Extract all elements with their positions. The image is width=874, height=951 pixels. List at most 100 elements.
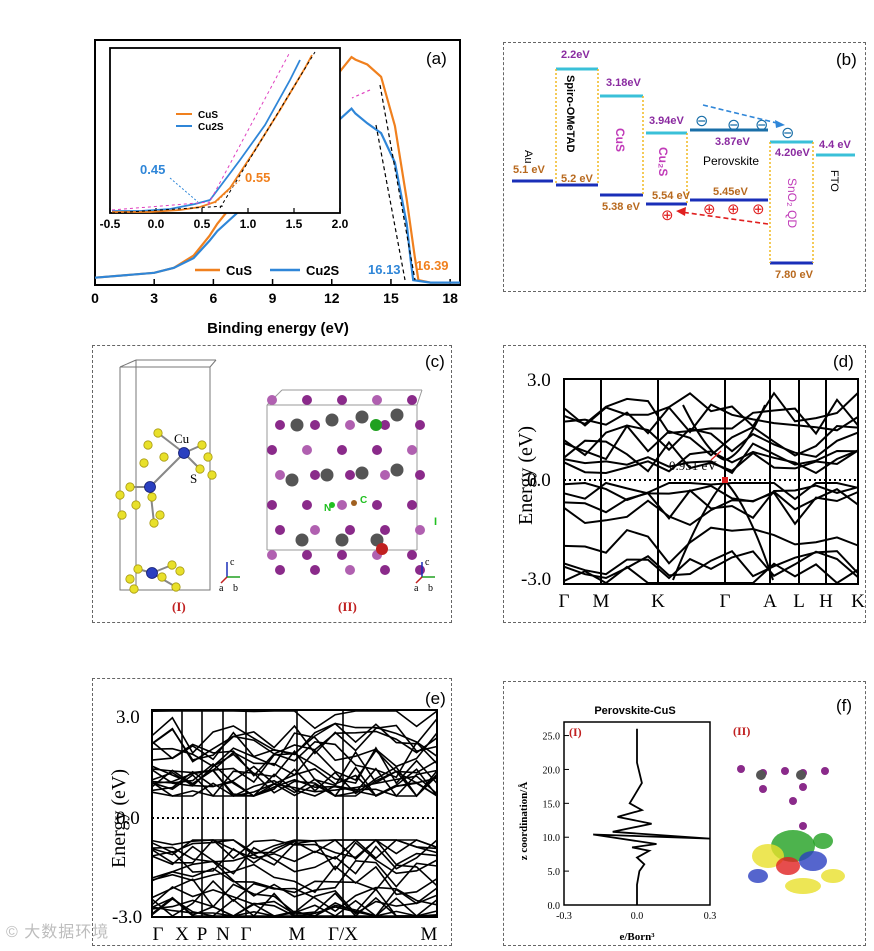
iodine-atom: [267, 445, 277, 455]
sulfur-atom: [203, 452, 213, 462]
highlight-atom: [376, 543, 388, 555]
panel-a-inset-value-cu2s: 0.45: [140, 162, 165, 177]
charge-isosurface: [785, 878, 821, 894]
hole-arrow-head: [676, 207, 686, 216]
panel-f-ytick-label: 20.0: [543, 765, 561, 776]
panel-c-label: (c): [425, 352, 445, 371]
electron-transfer-arrow: [702, 104, 782, 125]
charge-isosurface: [776, 857, 800, 875]
lead-atom: [390, 463, 404, 477]
panel-e-plot-frame: [151, 709, 438, 918]
sulfur-atom: [129, 584, 139, 594]
band-line: [151, 839, 438, 863]
electron-symbol: ⊖: [727, 117, 740, 134]
iodine-atom: [345, 470, 355, 480]
panel-e-ylabel: Energy (eV): [108, 769, 130, 868]
iodine-atom: [302, 445, 312, 455]
band-line: [151, 839, 438, 860]
panel-a-inset-tick-label: 0.5: [194, 217, 211, 231]
panel-e-bandstructure: (e) 3.0 0.0 -3.0 Energy (eV) Γ X P N Γ M Γ/X M: [108, 689, 446, 945]
panel-c-frame: [92, 345, 452, 623]
sulfur-atom: [171, 582, 181, 592]
nitrogen-atom: [329, 502, 335, 508]
kpoint-label: Γ: [153, 924, 164, 945]
charge-isosurface: [748, 869, 768, 883]
atom-label-c: C: [360, 495, 367, 506]
sulfur-atom: [147, 492, 157, 502]
panel-a-inset-tick-label: 1.0: [240, 217, 257, 231]
fto-value: 4.4 eV: [819, 139, 851, 151]
cus-bottom-value: 5.38 eV: [602, 201, 641, 213]
electron-symbol: ⊖: [695, 113, 708, 130]
sulfur-atom: [139, 458, 149, 468]
band-line: [563, 442, 859, 475]
panel-a-inset-tick-label: 1.5: [286, 217, 303, 231]
lead-atom: [355, 466, 369, 480]
panel-d-ylabel: Energy (eV): [515, 426, 537, 525]
panel-f-ytick-label: 25.0: [543, 732, 561, 743]
sulfur-atom: [207, 470, 217, 480]
iodine-atom: [372, 395, 382, 405]
iodine-atom: [380, 565, 390, 575]
bond: [149, 452, 185, 488]
kpoint-label: Γ: [241, 924, 252, 945]
iodine-atom: [337, 395, 347, 405]
panel-b-label: (b): [836, 50, 857, 69]
panel-e-ytick-top: 3.0: [116, 707, 140, 728]
lead-atom: [756, 770, 766, 780]
panel-a-inset-tick-label: -0.5: [100, 217, 121, 231]
cell-II-atoms: [266, 389, 425, 575]
sno2-top-value: 4.20eV: [775, 147, 811, 159]
panel-f-yticks: 0.0 5.0 10.0 15.0 20.0 25.0: [543, 732, 569, 912]
panel-b-frame: [503, 42, 866, 292]
panel-e-kpoint-labels: Γ X P N Γ M Γ/X M: [153, 924, 438, 945]
cu2s-bottom-value: 5.54 eV: [652, 190, 691, 202]
spiro-bottom-value: 5.2 eV: [561, 173, 593, 185]
iodine-atom: [275, 420, 285, 430]
cu2s-top-value: 3.94eV: [649, 115, 685, 127]
sulfur-atom: [125, 574, 135, 584]
panel-a-inset-legend-cu2s: Cu2S: [198, 122, 224, 133]
panel-d-gap-label: 0.951 eV: [669, 458, 717, 473]
atom-label-i: I: [434, 516, 437, 528]
band-line: [151, 775, 438, 797]
band-line: [151, 859, 438, 898]
lead-atom: [320, 468, 334, 482]
lead-atom: [335, 533, 349, 547]
panel-f-frame: [503, 681, 866, 946]
sulfur-atom: [153, 428, 163, 438]
lead-atom: [390, 408, 404, 422]
band-line: [563, 391, 859, 428]
panel-a-xtick-label: 0: [91, 290, 99, 306]
band-line: [151, 886, 438, 918]
band-line: [151, 863, 438, 896]
sulfur-atom: [155, 510, 165, 520]
panel-c-structures: (c) Cu S (I) c a b N C I (II) c a b: [115, 352, 445, 614]
atom-label-n: N: [324, 503, 331, 514]
band-line: [151, 749, 438, 787]
electron-symbols: ⊖ ⊖ ⊖ ⊖: [695, 113, 794, 142]
copper-atom: [178, 447, 190, 459]
lead-atom: [325, 413, 339, 427]
iodine-atom: [337, 500, 347, 510]
sulfur-atom: [133, 564, 143, 574]
kpoint-label: Γ: [559, 591, 570, 612]
panel-f-ytick-label: 5.0: [548, 867, 561, 878]
hole-symbol: ⊕: [703, 201, 716, 218]
panel-f-xtick-label: 0.0: [631, 911, 644, 922]
panel-a-inset-base-magenta: [111, 201, 211, 211]
iodine-atom: [737, 765, 745, 773]
cell-I-axes: c a b: [219, 557, 240, 594]
iodine-atom: [345, 420, 355, 430]
iodine-atom: [789, 797, 797, 805]
lead-atom: [285, 473, 299, 487]
lead-atom: [796, 770, 806, 780]
band-line: [563, 481, 859, 502]
iodine-atom: [275, 525, 285, 535]
iodine-atom: [415, 470, 425, 480]
iodine-atom: [415, 525, 425, 535]
band-line: [563, 484, 859, 521]
electron-arrow-head: [775, 120, 785, 128]
kpoint-label: M: [421, 924, 438, 945]
